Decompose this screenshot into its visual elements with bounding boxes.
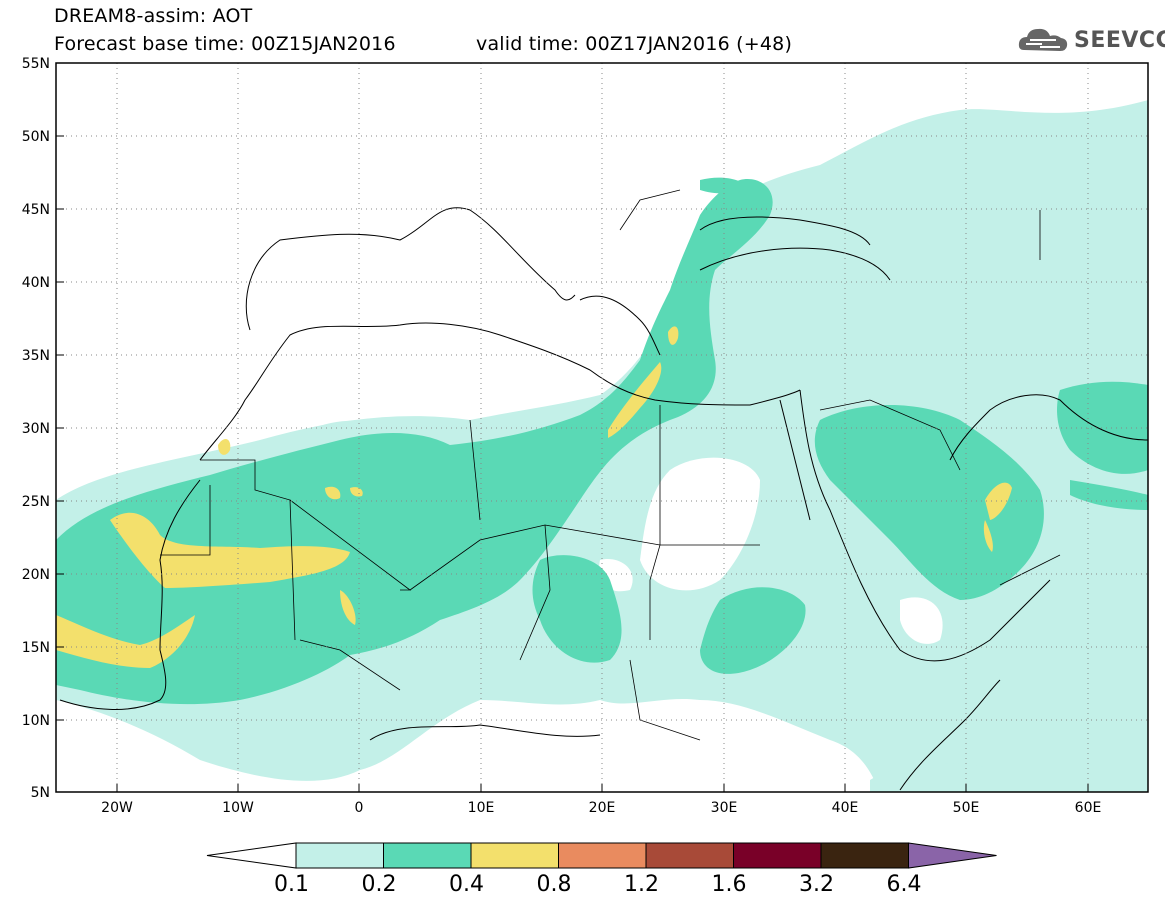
lat-label: 45N — [22, 202, 50, 218]
lon-label: 40E — [832, 800, 859, 816]
lon-label: 20E — [589, 800, 616, 816]
colorbar-label: 3.2 — [799, 872, 834, 897]
aot-clear-patches — [56, 292, 943, 644]
logo-text: SEEVCCC — [1074, 28, 1165, 53]
colorbar-label: 0.8 — [536, 872, 572, 897]
cloud-icon — [1018, 28, 1068, 51]
lon-label: 60E — [1075, 800, 1102, 816]
coastlines — [59, 207, 1148, 791]
colorbar-segment — [645, 842, 734, 869]
lon-label: 10E — [468, 800, 495, 816]
colorbar-max-arrow — [908, 842, 997, 869]
colorbar-label: 1.2 — [624, 872, 659, 897]
lon-label: 0 — [355, 800, 364, 816]
lat-label: 25N — [22, 494, 50, 510]
map-title: DREAM8-assim: AOT — [54, 5, 253, 27]
lat-label: 20N — [22, 567, 50, 583]
colorbar-label: 6.4 — [886, 872, 922, 897]
lon-label: 20W — [101, 800, 133, 816]
lat-label: 35N — [22, 348, 50, 364]
lat-label: 10N — [22, 713, 50, 729]
lat-label: 50N — [22, 129, 50, 145]
colorbar-label: 0.1 — [274, 872, 309, 897]
aot-high-shading — [56, 326, 1012, 668]
colorbar-segment — [295, 842, 384, 869]
lat-label: 5N — [31, 785, 50, 801]
colorbar-segment — [383, 842, 472, 869]
colorbar-label: 1.6 — [711, 872, 747, 897]
colorbar-label: 0.4 — [449, 872, 484, 897]
lon-label: 10W — [222, 800, 254, 816]
colorbar-segment — [558, 842, 647, 869]
longitude-labels: 20W 10W 0 10E 20E 30E 40E 50E 60E — [101, 800, 1101, 816]
colorbar — [206, 842, 997, 869]
lat-label: 15N — [22, 640, 50, 656]
colorbar-segment — [733, 842, 822, 869]
country-borders — [160, 189, 1061, 741]
valid-time: valid time: 00Z17JAN2016 (+48) — [476, 33, 793, 55]
base-time: Forecast base time: 00Z15JAN2016 — [54, 33, 396, 55]
colorbar-min-arrow — [206, 842, 297, 869]
colorbar-label: 0.2 — [361, 872, 397, 897]
latitude-labels: 5N 10N 15N 20N 25N 30N 35N 40N 45N 50N 5… — [22, 56, 50, 801]
time-info: Forecast base time: 00Z15JAN2016 valid ti… — [54, 33, 792, 55]
lon-label: 30E — [711, 800, 738, 816]
graticule — [56, 63, 1148, 792]
lon-label: 50E — [953, 800, 980, 816]
tick-marks — [56, 62, 1089, 793]
lat-label: 55N — [22, 56, 50, 72]
colorbar-segment — [820, 842, 909, 869]
colorbar-segment — [470, 842, 559, 869]
lat-label: 40N — [22, 275, 50, 291]
lat-label: 30N — [22, 421, 50, 437]
seevccc-logo: SEEVCCC — [1016, 24, 1165, 56]
